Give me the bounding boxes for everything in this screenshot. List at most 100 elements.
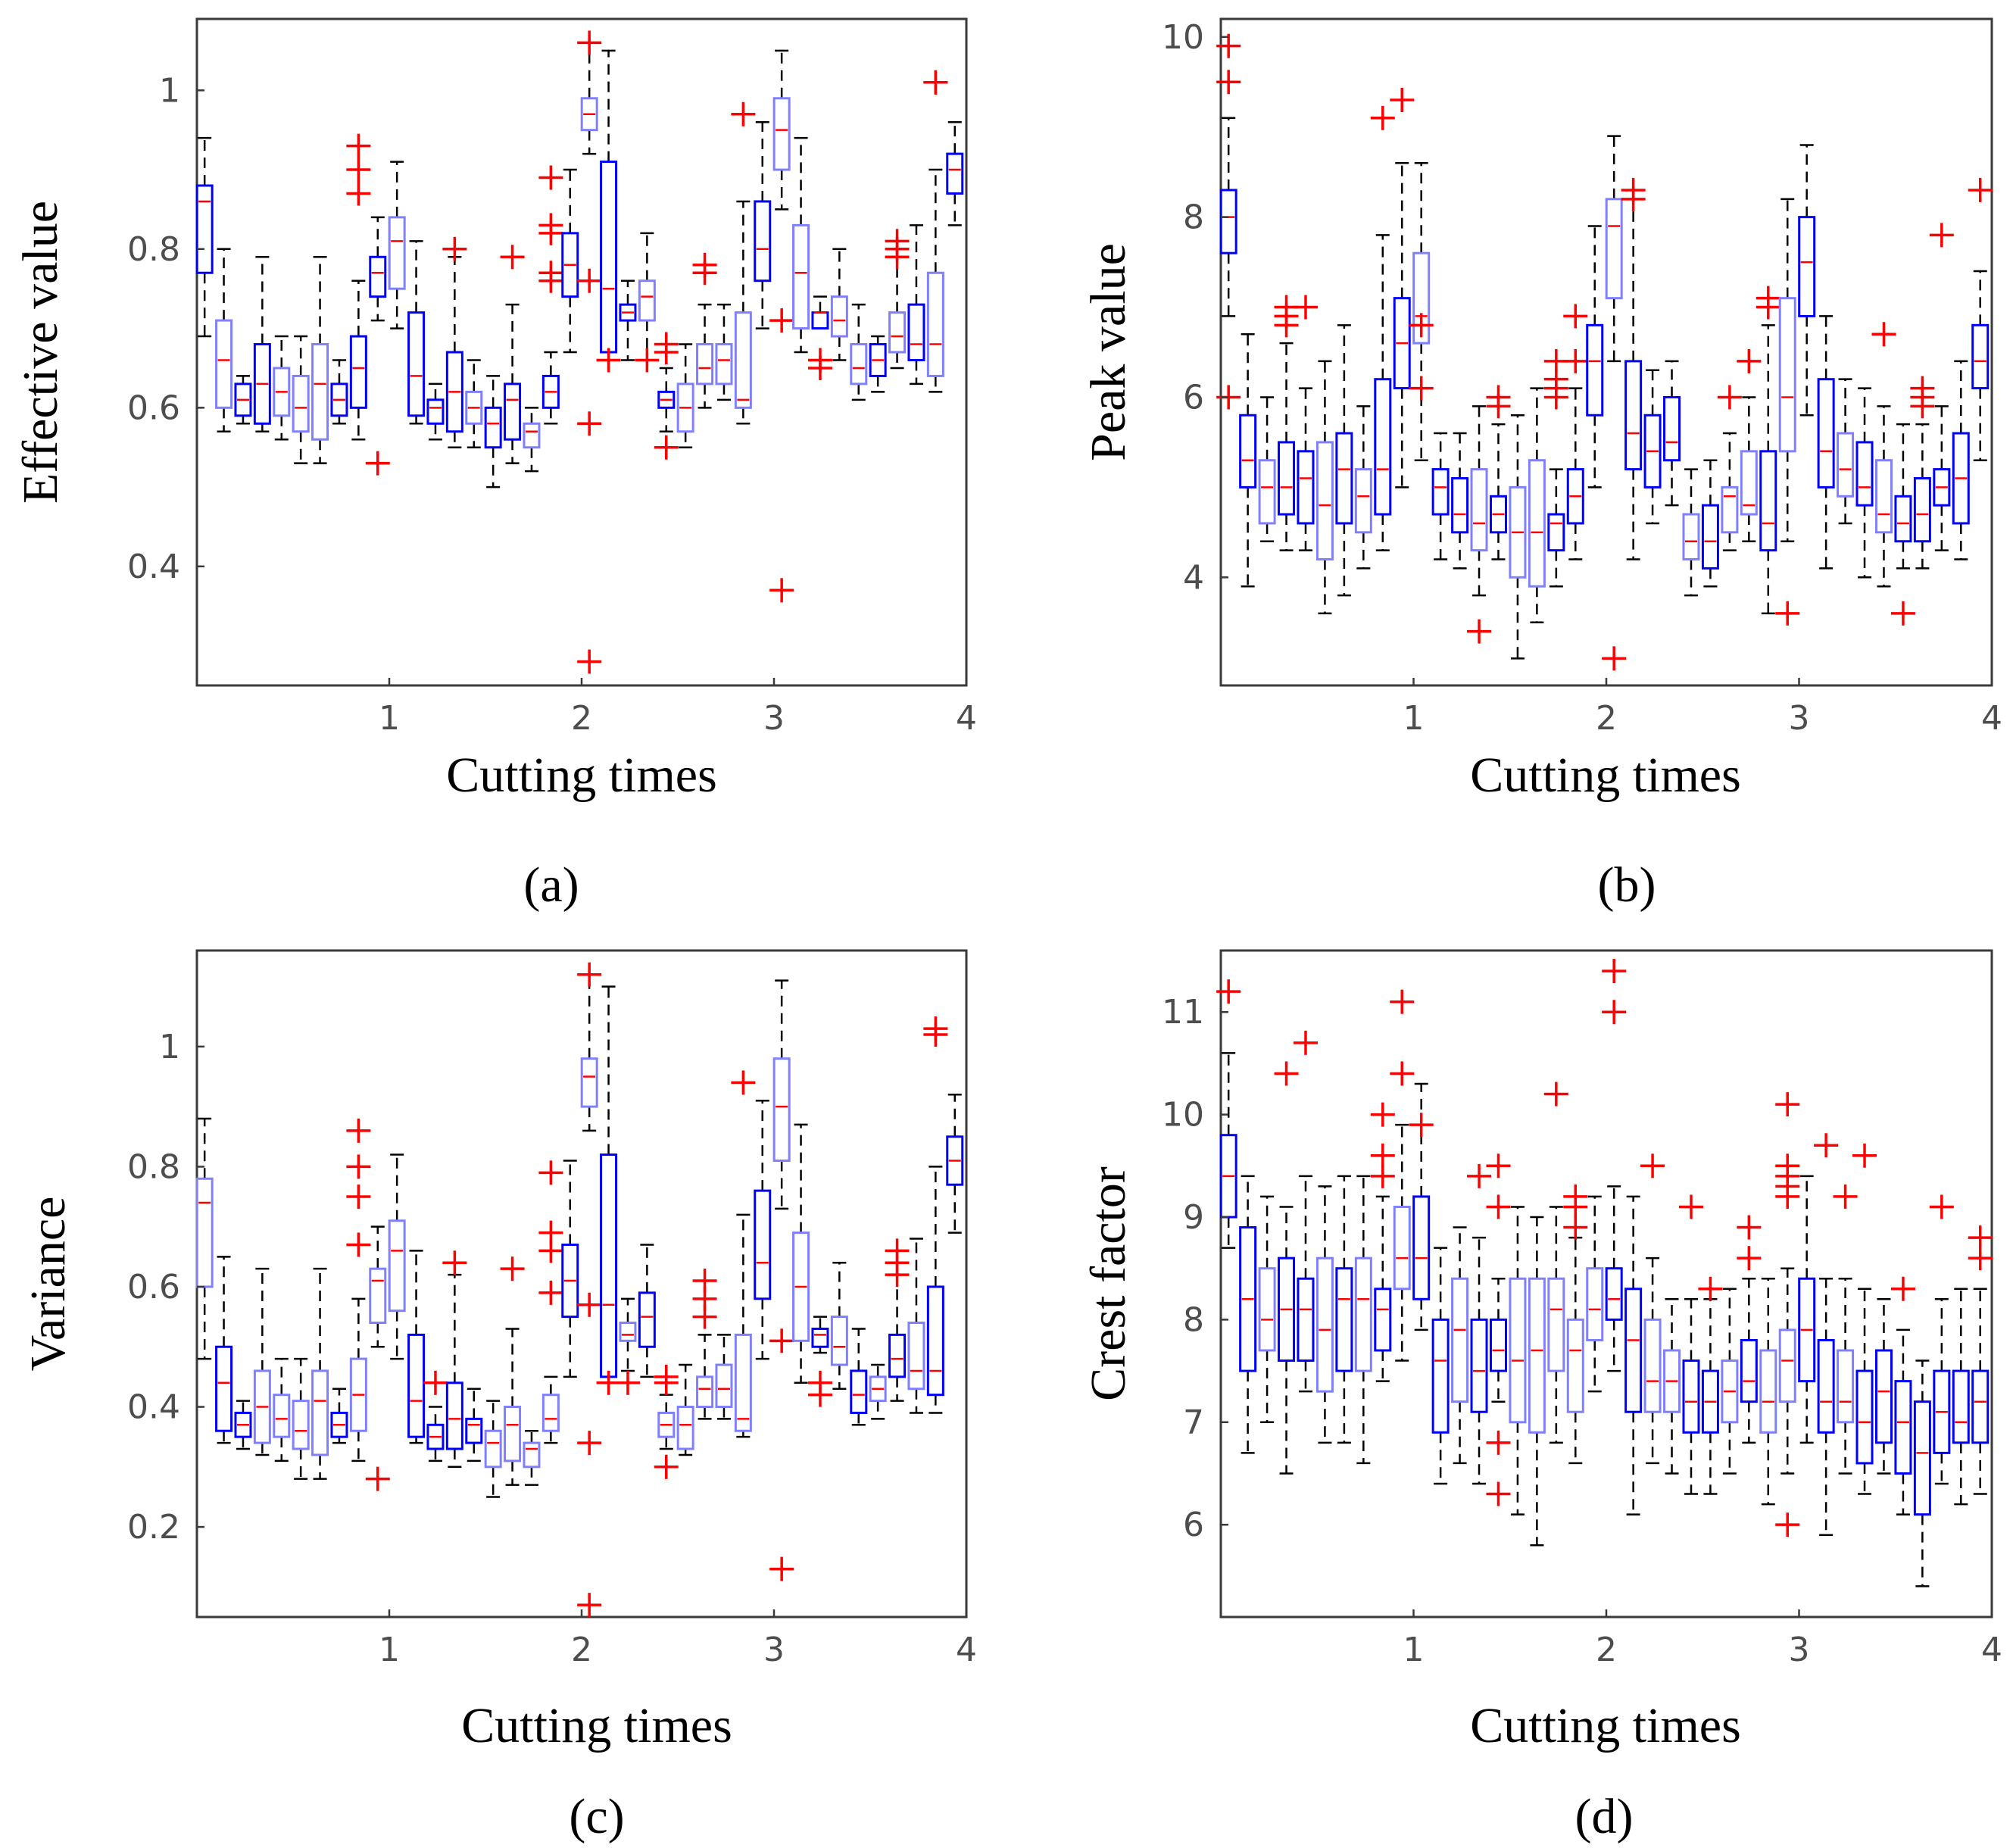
box bbox=[907, 303, 925, 361]
box bbox=[1393, 297, 1411, 390]
box bbox=[330, 1411, 348, 1438]
outlier-marker bbox=[1737, 1215, 1762, 1240]
box-plot-marks bbox=[195, 962, 964, 1618]
x-tick-label: 3 bbox=[763, 699, 785, 738]
x-axis-ticks: 1 2 3 4 bbox=[379, 1609, 977, 1669]
outlier-marker bbox=[1486, 1481, 1511, 1506]
box bbox=[1297, 1277, 1315, 1363]
outlier-marker bbox=[1890, 601, 1915, 626]
box bbox=[888, 1333, 907, 1378]
y-tick-label: 11 bbox=[1162, 993, 1204, 1032]
box bbox=[1239, 414, 1257, 489]
box bbox=[426, 398, 445, 425]
outlier-marker bbox=[1833, 1184, 1858, 1209]
y-tick-label: 0.8 bbox=[127, 230, 180, 269]
box bbox=[926, 1285, 944, 1397]
box bbox=[388, 216, 406, 290]
y-axis-ticks: 0.4 0.6 0.8 1 bbox=[127, 71, 204, 586]
box bbox=[1547, 513, 1565, 552]
box bbox=[1278, 441, 1296, 516]
outlier-marker bbox=[1775, 1184, 1800, 1209]
box bbox=[426, 1423, 445, 1450]
box bbox=[1315, 441, 1334, 561]
box bbox=[1721, 485, 1739, 534]
outlier-marker bbox=[1775, 1092, 1800, 1117]
box bbox=[734, 311, 752, 409]
outlier-marker bbox=[654, 340, 679, 364]
outlier-marker bbox=[1486, 1430, 1511, 1455]
y-axis-ticks: 0.2 0.4 0.6 0.8 1 bbox=[127, 1028, 204, 1547]
outlier-marker bbox=[1409, 313, 1434, 338]
box bbox=[772, 97, 791, 171]
x-axis-ticks: 1 2 3 4 bbox=[1403, 1609, 2002, 1669]
box bbox=[1682, 513, 1700, 561]
box bbox=[561, 232, 579, 298]
box bbox=[1643, 1318, 1662, 1413]
box bbox=[1855, 1369, 1874, 1465]
outlier-marker bbox=[365, 1466, 390, 1491]
box bbox=[1971, 1369, 1990, 1444]
box bbox=[484, 406, 502, 449]
outlier-marker bbox=[1602, 1000, 1627, 1025]
box bbox=[1798, 216, 1816, 317]
x-axis-title: Cutting times bbox=[446, 748, 717, 803]
box bbox=[600, 1153, 618, 1378]
outlier-marker bbox=[1370, 1163, 1395, 1188]
box bbox=[1586, 1267, 1604, 1341]
box bbox=[1701, 1369, 1719, 1434]
x-tick-label: 3 bbox=[1789, 699, 1810, 738]
y-tick-label: 1 bbox=[159, 1028, 180, 1066]
panel-caption: (a) bbox=[523, 857, 579, 913]
box-plot-marks bbox=[1216, 959, 1993, 1587]
box bbox=[311, 343, 329, 441]
outlier-marker bbox=[346, 133, 371, 158]
x-tick-label: 1 bbox=[379, 699, 400, 738]
box bbox=[657, 1411, 676, 1438]
x-tick-label: 4 bbox=[1981, 1631, 2002, 1669]
y-axis-ticks: 6 7 8 9 10 11 bbox=[1162, 993, 1228, 1544]
outlier-marker bbox=[1563, 304, 1588, 329]
box bbox=[1874, 1349, 1893, 1444]
outlier-marker bbox=[1370, 1143, 1395, 1168]
box bbox=[926, 271, 944, 377]
outlier-marker bbox=[654, 1370, 679, 1395]
outlier-marker bbox=[1717, 385, 1742, 410]
x-tick-label: 3 bbox=[1789, 1631, 1810, 1669]
x-tick-label: 1 bbox=[379, 1631, 400, 1669]
box bbox=[1855, 441, 1874, 507]
outlier-marker bbox=[538, 220, 563, 245]
outlier-marker bbox=[1467, 619, 1492, 644]
box bbox=[234, 382, 252, 417]
x-tick-label: 2 bbox=[571, 699, 592, 738]
x-tick-label: 4 bbox=[956, 1631, 977, 1669]
box bbox=[676, 382, 694, 433]
outlier-marker bbox=[692, 1304, 717, 1329]
outlier-marker bbox=[885, 1263, 910, 1288]
x-axis-ticks: 1 2 3 4 bbox=[379, 678, 977, 738]
outlier-marker bbox=[1390, 1061, 1415, 1086]
y-tick-label: 9 bbox=[1183, 1198, 1204, 1237]
outlier-marker bbox=[923, 70, 948, 95]
y-axis-title: Effective value bbox=[13, 201, 68, 504]
box bbox=[253, 343, 271, 425]
y-tick-label: 10 bbox=[1162, 18, 1204, 57]
box bbox=[1874, 459, 1893, 534]
box bbox=[1778, 1328, 1796, 1403]
y-tick-label: 0.2 bbox=[127, 1508, 180, 1547]
y-tick-label: 6 bbox=[1183, 378, 1204, 417]
box bbox=[349, 335, 367, 409]
outlier-marker bbox=[654, 435, 679, 460]
outlier-marker bbox=[885, 245, 910, 270]
box bbox=[1643, 414, 1662, 489]
box bbox=[1412, 1195, 1431, 1300]
box bbox=[830, 1316, 848, 1366]
outlier-marker bbox=[1543, 1082, 1568, 1107]
box bbox=[1374, 1288, 1392, 1352]
box bbox=[1258, 1267, 1276, 1352]
box bbox=[676, 1406, 694, 1450]
x-tick-label: 1 bbox=[1403, 1631, 1425, 1669]
outlier-marker bbox=[1698, 1276, 1723, 1301]
outlier-marker bbox=[346, 1154, 371, 1179]
outlier-marker bbox=[769, 1328, 794, 1353]
